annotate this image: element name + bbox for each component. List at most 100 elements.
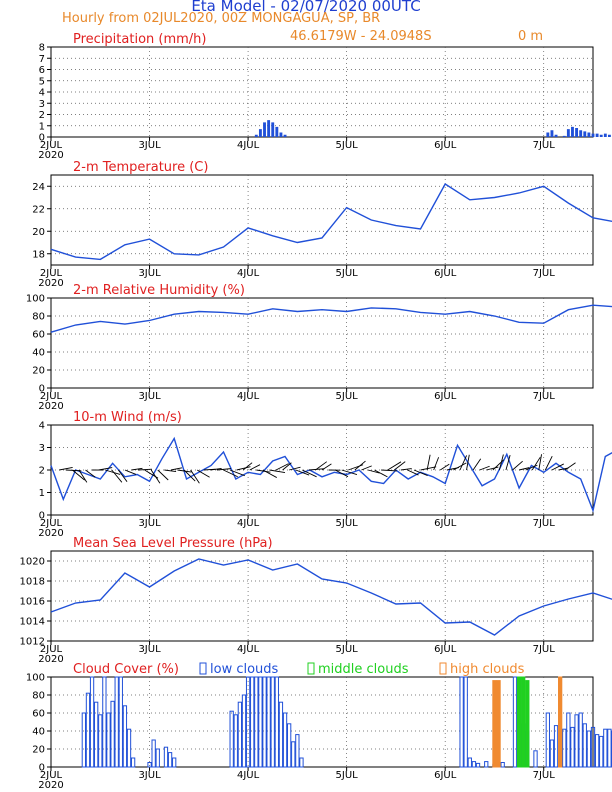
wind-arrow	[479, 465, 490, 471]
low-clouds-bar	[126, 728, 132, 768]
y-tick-label: 1018	[20, 577, 45, 588]
wind-arrow	[531, 457, 541, 471]
low-clouds-bar	[607, 728, 612, 768]
y-tick-label: 18	[32, 249, 45, 260]
location-coordinates: 46.6179W - 24.0948S	[290, 29, 432, 44]
low-clouds-bar	[114, 676, 119, 768]
x-tick-label: 5JUL	[336, 391, 359, 402]
high-clouds-bar	[558, 676, 563, 768]
wind-arrow	[472, 458, 482, 471]
wind-arrow	[453, 462, 467, 471]
y-tick-label: 0	[39, 763, 45, 774]
low-clouds-bar	[475, 762, 481, 768]
low-clouds-bar	[586, 730, 592, 768]
wind-arrow	[190, 469, 200, 484]
wind-arrow	[65, 469, 82, 472]
precip-bar	[263, 122, 266, 137]
x-tick-label: 5JUL	[336, 268, 359, 279]
y-tick-label: 1014	[20, 617, 45, 628]
middle-clouds-bar	[525, 680, 530, 768]
legend-swatch	[199, 662, 207, 675]
wind-arrow	[236, 466, 251, 471]
precip-bar	[595, 133, 599, 137]
y-tick-label: 5	[39, 76, 45, 87]
precip-bar	[575, 128, 579, 137]
wind-arrow	[72, 469, 85, 481]
precip-bar	[267, 120, 271, 137]
low-clouds-bar	[287, 723, 292, 768]
low-clouds-bar	[122, 705, 128, 768]
low-clouds-bar	[245, 676, 251, 768]
wind-arrow	[302, 469, 317, 478]
legend-label: low clouds	[210, 662, 279, 677]
precip-bar	[283, 134, 287, 137]
low-clouds-bar	[254, 676, 259, 768]
low-clouds-bar	[258, 676, 263, 768]
wind-arrow	[223, 469, 238, 478]
x-tick-label: 4JUL	[237, 644, 260, 655]
x-tick-label: 4JUL	[237, 518, 260, 529]
panel-4	[47, 424, 612, 519]
low-clouds-bar	[118, 676, 123, 768]
x-tick-label: 6JUL	[434, 770, 457, 781]
low-clouds-bar	[81, 712, 86, 768]
low-clouds-bar	[582, 723, 587, 768]
y-tick-label: 100	[26, 294, 45, 305]
wind-arrow	[505, 455, 511, 471]
y-tick-label: 3	[39, 99, 45, 110]
low-clouds-bar	[262, 676, 267, 768]
x-tick-label: 6JUL	[434, 268, 457, 279]
x-tick-label: 4JUL	[237, 391, 260, 402]
low-clouds-bar	[578, 712, 583, 768]
low-clouds-bar	[566, 712, 571, 768]
low-clouds-bar	[155, 748, 160, 768]
panel-5	[47, 550, 612, 645]
low-clouds-bar	[229, 710, 234, 768]
x-tick-label: 2JUL	[40, 518, 63, 529]
low-clouds-bar	[545, 712, 550, 768]
x-tick-label: 4JUL	[237, 770, 260, 781]
wind-arrow	[275, 463, 289, 471]
low-clouds-bar	[599, 735, 604, 768]
low-clouds-bar	[471, 761, 477, 768]
y-tick-label: 80	[32, 691, 45, 702]
x-year-label: 2020	[38, 528, 63, 539]
wind-arrow	[486, 466, 499, 471]
y-tick-label: 6	[39, 65, 45, 76]
y-tick-label: 2	[39, 466, 45, 477]
y-tick-label: 7	[39, 54, 45, 65]
wind-arrow	[131, 467, 143, 471]
x-tick-label: 7JUL	[533, 268, 556, 279]
low-clouds-bar	[549, 739, 555, 768]
y-tick-label: 4	[39, 88, 45, 99]
precip-bar	[583, 131, 587, 137]
wind-arrow	[551, 463, 564, 471]
x-year-label: 2020	[38, 780, 63, 791]
wind-arrow	[210, 467, 222, 471]
panel-title: Cloud Cover (%)	[73, 662, 179, 677]
low-clouds-bar	[270, 676, 275, 768]
x-year-label: 2020	[38, 150, 63, 161]
wind-arrow	[85, 469, 96, 478]
x-tick-label: 7JUL	[533, 518, 556, 529]
low-clouds-bar	[467, 757, 472, 768]
low-clouds-bar	[274, 676, 279, 768]
low-clouds-bar	[110, 700, 115, 768]
wind-arrow	[433, 457, 440, 471]
x-tick-label: 7JUL	[533, 770, 556, 781]
panel-6	[47, 662, 612, 771]
low-clouds-bar	[553, 725, 559, 768]
wind-arrow	[269, 469, 286, 474]
wind-arrow	[157, 469, 169, 481]
low-clouds-bar	[250, 676, 255, 768]
wind-arrow	[321, 463, 332, 471]
wind-arrow	[256, 469, 271, 473]
high-clouds-bar	[492, 680, 497, 768]
chart-subtitle: Hourly from 02JUL2020, 00Z MONGAGUA, SP,…	[62, 11, 381, 26]
low-clouds-bar	[94, 701, 99, 768]
panel-3	[47, 297, 612, 392]
wind-arrow	[262, 469, 277, 478]
low-clouds-bar	[512, 676, 518, 768]
chart-title: Eta Model - 02/07/2020 00UTC	[191, 0, 421, 15]
low-clouds-bar	[266, 676, 271, 768]
